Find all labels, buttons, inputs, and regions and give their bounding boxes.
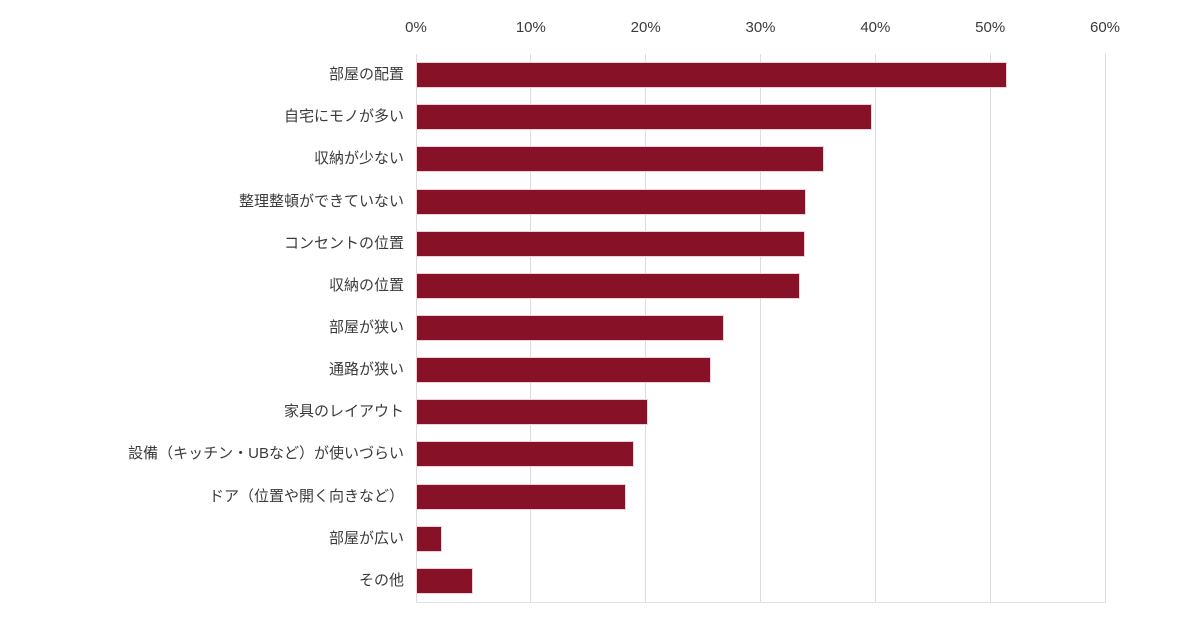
bar: [416, 230, 806, 257]
bar: [416, 525, 443, 552]
bar: [416, 188, 807, 215]
gridline: [874, 54, 876, 602]
category-label: 家具のレイアウト: [283, 403, 404, 421]
gridline: [989, 54, 991, 602]
category-label: 整理整頓ができていない: [238, 192, 404, 210]
bar: [416, 315, 724, 341]
x-tick-label: 60%: [1089, 19, 1121, 36]
category-label: 設備（キッチン・UBなど）が使いづらい: [128, 445, 404, 463]
category-label: ドア（位置や開く向きなど）: [208, 487, 404, 505]
x-tick-label: 30%: [745, 19, 776, 36]
category-label: その他: [358, 571, 404, 589]
bar: [416, 62, 1008, 89]
x-tick-label: 50%: [975, 19, 1006, 36]
x-tick-label: 40%: [860, 19, 891, 36]
bar: [416, 357, 712, 384]
bar: [416, 567, 474, 594]
category-label: 部屋の配置: [328, 66, 404, 84]
bar: [416, 272, 800, 299]
plot-area: [415, 54, 1106, 602]
bar: [416, 441, 635, 468]
x-tick-label: 20%: [630, 19, 661, 36]
category-label: 通路が狭い: [328, 361, 404, 379]
category-label: コンセントの位置: [283, 234, 404, 252]
x-tick-label: 0%: [405, 19, 427, 36]
category-label: 部屋が狭い: [328, 319, 404, 336]
bar: [416, 399, 648, 426]
bar: [416, 146, 824, 173]
category-label: 収納が少ない: [313, 150, 404, 168]
category-label: 部屋が広い: [328, 529, 404, 547]
bar: [416, 104, 872, 131]
bar: [416, 483, 627, 510]
gridline: [760, 54, 761, 602]
category-label: 自宅にモノが多い: [283, 108, 404, 126]
x-tick-label: 10%: [515, 19, 546, 36]
gridline: [1104, 54, 1106, 602]
x-axis-baseline: [416, 602, 1106, 603]
category-label: 収納の位置: [328, 276, 404, 294]
